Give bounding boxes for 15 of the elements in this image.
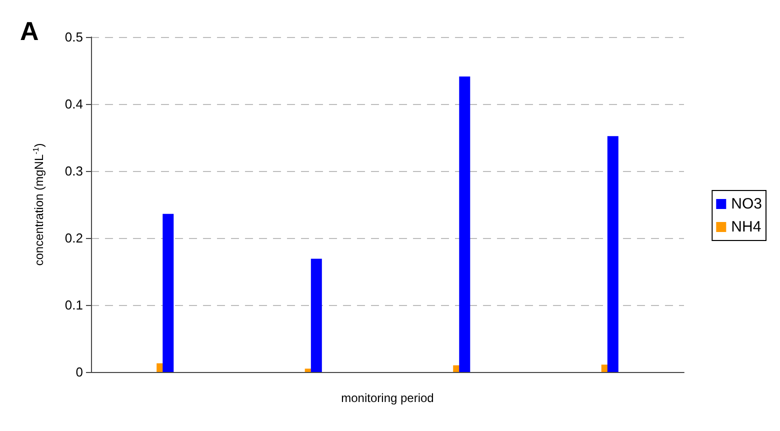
bar bbox=[310, 258, 322, 372]
y-tick-label: 0.3 bbox=[64, 164, 83, 178]
y-tick-label: 0.1 bbox=[64, 298, 83, 312]
y-tick-label: 0.2 bbox=[64, 230, 83, 246]
bar bbox=[162, 214, 174, 372]
text: A bbox=[20, 16, 39, 46]
bar bbox=[607, 136, 618, 372]
y-tick-label: 0.5 bbox=[64, 30, 83, 44]
y-axis-title: concentration (mgNL-1) bbox=[32, 143, 46, 266]
y-tick-label: 0.4 bbox=[64, 96, 83, 112]
legend-label: NH4 bbox=[731, 218, 762, 236]
y-tick-label: 0 bbox=[76, 364, 83, 380]
x-axis-title: monitoring period bbox=[341, 391, 434, 405]
legend-label: NO3 bbox=[731, 196, 762, 212]
bar bbox=[459, 76, 470, 372]
